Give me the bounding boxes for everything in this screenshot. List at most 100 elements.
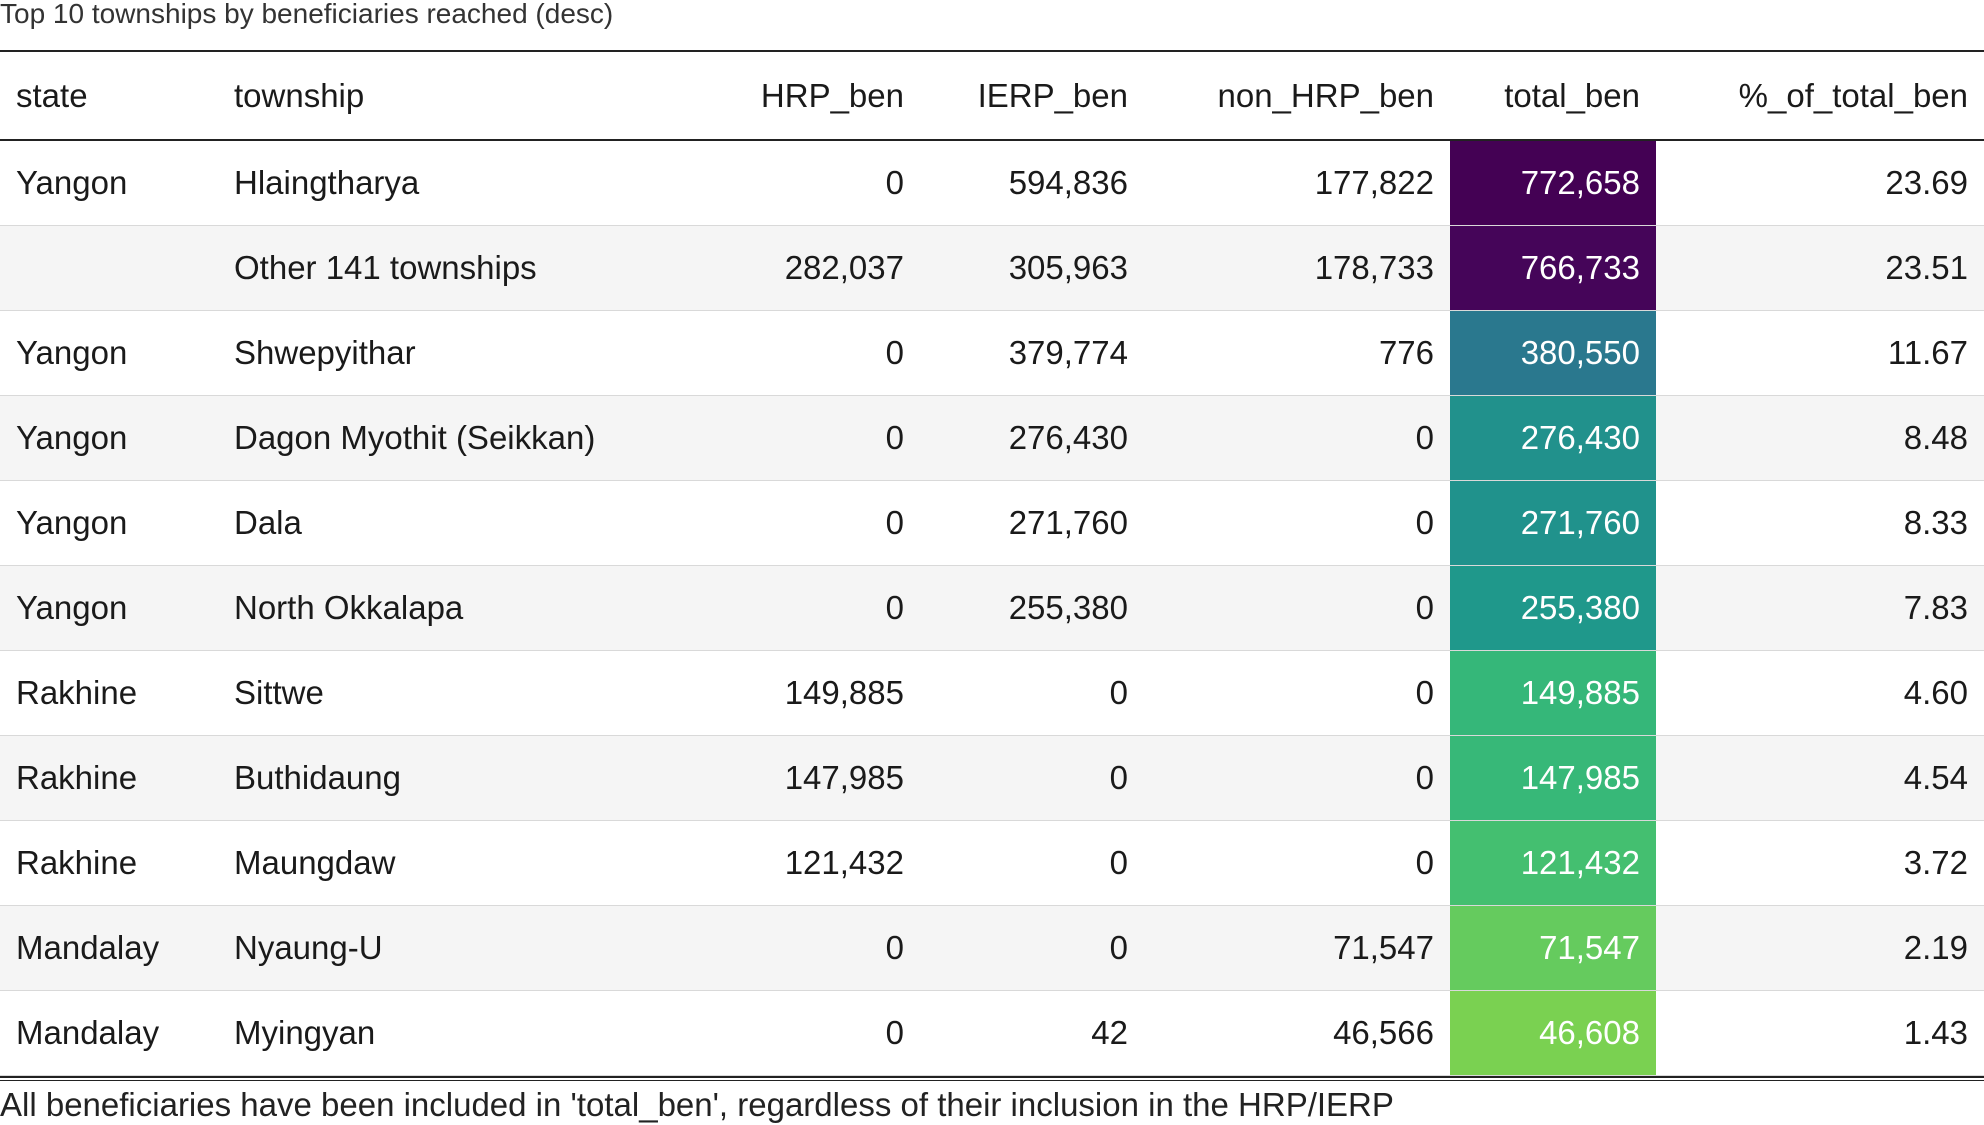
cell-pct-of-total-ben: 11.67 (1887, 334, 1968, 371)
cell-township: Other 141 townships (234, 249, 537, 286)
table-header-row: state township HRP_ben IERP_ben non_HRP_… (0, 52, 1984, 141)
column-header-non-hrp-ben: non_HRP_ben (1217, 76, 1435, 114)
cell-ierp-ben: 594,836 (1008, 164, 1128, 201)
cell-non-hrp-ben: 0 (1415, 674, 1434, 711)
column-header-hrp-ben: HRP_ben (760, 76, 904, 114)
cell-ierp-ben: 0 (1109, 759, 1128, 796)
cell-hrp-ben: 0 (885, 1014, 904, 1051)
cell-hrp-ben: 282,037 (784, 249, 904, 286)
cell-total-ben: 121,432 (1450, 821, 1656, 905)
cell-township: North Okkalapa (234, 589, 464, 626)
cell-pct-of-total-ben: 4.60 (1903, 674, 1968, 711)
table-row: Other 141 townships 282,037 305,963 178,733… (0, 226, 1984, 311)
table-row: Yangon North Okkalapa 0 255,380 0 255,380 7.83 (0, 566, 1984, 651)
cell-hrp-ben: 0 (885, 589, 904, 626)
cell-ierp-ben: 42 (1091, 1014, 1128, 1051)
cell-ierp-ben: 0 (1109, 844, 1128, 881)
cell-pct-of-total-ben: 3.72 (1903, 844, 1968, 881)
cell-pct-of-total-ben: 1.43 (1903, 1014, 1968, 1051)
cell-pct-of-total-ben: 23.51 (1885, 249, 1968, 286)
cell-pct-of-total-ben: 4.54 (1903, 759, 1968, 796)
table-row: Yangon Hlaingtharya 0 594,836 177,822 772,658… (0, 141, 1984, 226)
cell-non-hrp-ben: 71,547 (1333, 929, 1434, 966)
cell-ierp-ben: 255,380 (1008, 589, 1128, 626)
cell-non-hrp-ben: 0 (1415, 419, 1434, 456)
cell-total-ben: 766,733 (1450, 226, 1656, 310)
cell-non-hrp-ben: 0 (1415, 759, 1434, 796)
cell-state: Yangon (16, 334, 128, 371)
table-footnote: All beneficiaries have been included in … (0, 1086, 1394, 1123)
cell-state: Rakhine (16, 674, 138, 711)
column-header-township: township (234, 76, 365, 114)
cell-hrp-ben: 0 (885, 164, 904, 201)
cell-township: Dala (234, 504, 302, 541)
table-bottom-rule-secondary (0, 1080, 1984, 1081)
table-row: Yangon Dala 0 271,760 0 271,760 8.33 (0, 481, 1984, 566)
cell-non-hrp-ben: 178,733 (1314, 249, 1434, 286)
cell-total-ben: 271,760 (1450, 481, 1656, 565)
cell-state: Mandalay (16, 929, 160, 966)
cell-non-hrp-ben: 0 (1415, 844, 1434, 881)
table-row: Yangon Dagon Myothit (Seikkan) 0 276,430 0 27… (0, 396, 1984, 481)
cell-township: Hlaingtharya (234, 164, 420, 201)
cell-total-ben: 147,985 (1450, 736, 1656, 820)
cell-township: Shwepyithar (234, 334, 416, 371)
cell-state: Rakhine (16, 759, 138, 796)
table-bottom-rule (0, 1076, 1984, 1078)
table-row: Rakhine Maungdaw 121,432 0 0 121,432 3.72 (0, 821, 1984, 906)
cell-ierp-ben: 0 (1109, 929, 1128, 966)
cell-township: Myingyan (234, 1014, 376, 1051)
cell-hrp-ben: 147,985 (784, 759, 904, 796)
cell-total-ben: 380,550 (1450, 311, 1656, 395)
cell-pct-of-total-ben: 7.83 (1903, 589, 1968, 626)
column-header-state: state (16, 76, 88, 114)
cell-total-ben: 46,608 (1450, 991, 1656, 1075)
cell-hrp-ben: 149,885 (784, 674, 904, 711)
table-caption: Top 10 townships by beneficiaries reache… (0, 0, 614, 29)
cell-township: Buthidaung (234, 759, 401, 796)
cell-pct-of-total-ben: 8.33 (1903, 504, 1968, 541)
cell-total-ben: 276,430 (1450, 396, 1656, 480)
cell-hrp-ben: 0 (885, 929, 904, 966)
cell-township: Dagon Myothit (Seikkan) (234, 419, 596, 456)
cell-non-hrp-ben: 0 (1415, 589, 1434, 626)
cell-state: Yangon (16, 504, 128, 541)
column-header-pct-of-total-ben: %_of_total_ben (1738, 76, 1968, 114)
cell-pct-of-total-ben: 2.19 (1903, 929, 1968, 966)
cell-hrp-ben: 121,432 (784, 844, 904, 881)
cell-state: Rakhine (16, 844, 138, 881)
table-row: Mandalay Myingyan 0 42 46,566 46,608 1.43 (0, 991, 1984, 1076)
cell-pct-of-total-ben: 8.48 (1903, 419, 1968, 456)
cell-non-hrp-ben: 776 (1378, 334, 1434, 371)
cell-state: Yangon (16, 589, 128, 626)
cell-state (16, 226, 216, 310)
cell-total-ben: 255,380 (1450, 566, 1656, 650)
cell-pct-of-total-ben: 23.69 (1885, 164, 1968, 201)
cell-hrp-ben: 0 (885, 504, 904, 541)
cell-ierp-ben: 305,963 (1008, 249, 1128, 286)
cell-hrp-ben: 0 (885, 419, 904, 456)
cell-non-hrp-ben: 46,566 (1333, 1014, 1434, 1051)
column-header-total-ben: total_ben (1504, 76, 1640, 114)
cell-hrp-ben: 0 (885, 334, 904, 371)
cell-ierp-ben: 0 (1109, 674, 1128, 711)
cell-township: Maungdaw (234, 844, 396, 881)
table-row: Rakhine Buthidaung 147,985 0 0 147,985 4.54 (0, 736, 1984, 821)
cell-ierp-ben: 271,760 (1008, 504, 1128, 541)
cell-state: Yangon (16, 419, 128, 456)
cell-total-ben: 772,658 (1450, 141, 1656, 225)
cell-total-ben: 149,885 (1450, 651, 1656, 735)
data-table: state township HRP_ben IERP_ben non_HRP_… (0, 50, 1984, 1076)
cell-non-hrp-ben: 0 (1415, 504, 1434, 541)
cell-state: Yangon (16, 164, 128, 201)
cell-non-hrp-ben: 177,822 (1314, 164, 1434, 201)
table-row: Mandalay Nyaung-U 0 0 71,547 71,547 2.19 (0, 906, 1984, 991)
cell-ierp-ben: 379,774 (1008, 334, 1128, 371)
cell-total-ben: 71,547 (1450, 906, 1656, 990)
table-body: Yangon Hlaingtharya 0 594,836 177,822 772,658… (0, 141, 1984, 1076)
cell-ierp-ben: 276,430 (1008, 419, 1128, 456)
column-header-ierp-ben: IERP_ben (977, 76, 1128, 114)
cell-township: Nyaung-U (234, 929, 383, 966)
table-row: Yangon Shwepyithar 0 379,774 776 380,550 11.67 (0, 311, 1984, 396)
cell-township: Sittwe (234, 674, 324, 711)
